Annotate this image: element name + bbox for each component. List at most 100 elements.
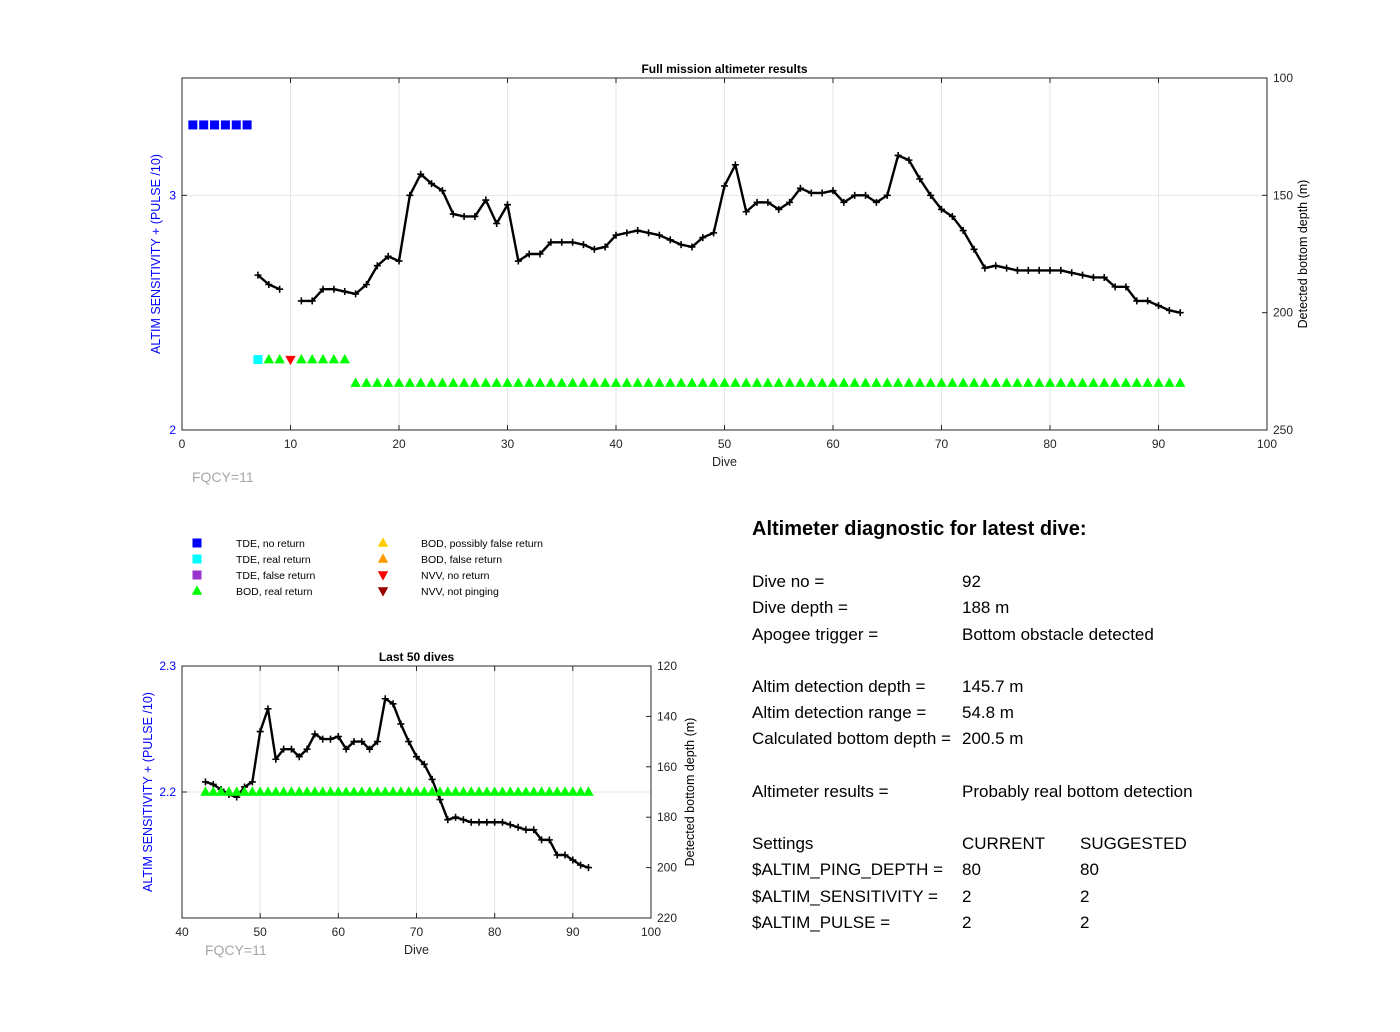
- bod-real-return-marker: [849, 377, 860, 387]
- y-right-tick-label: 120: [657, 659, 677, 673]
- bod-real-return-marker: [301, 786, 313, 796]
- depth-point: [959, 227, 967, 235]
- depth-point: [1165, 306, 1173, 314]
- bod-real-return-marker: [1120, 377, 1132, 387]
- depth-point: [428, 180, 436, 188]
- setting-suggested: 80: [1080, 860, 1099, 880]
- depth-point: [1155, 302, 1162, 310]
- bod-real-return-marker: [437, 377, 448, 387]
- depth-point: [366, 745, 374, 753]
- x-tick-label: 100: [1257, 437, 1277, 451]
- bod-real-return-marker: [730, 377, 741, 387]
- bod-real-return-marker: [263, 354, 275, 364]
- depth-point: [1176, 309, 1184, 317]
- y-right-axis-label: Detected bottom depth (m): [683, 718, 697, 867]
- diag-label: Altim detection depth =: [752, 676, 926, 696]
- bod-real-return-marker: [957, 377, 969, 387]
- depth-point: [449, 210, 457, 218]
- bod-real-return-marker: [632, 377, 643, 387]
- bod-real-return-marker: [1131, 377, 1143, 387]
- bod-real-return-marker: [317, 354, 329, 364]
- depth-point: [276, 285, 284, 293]
- bod-real-return-marker: [914, 377, 926, 387]
- fqcy-annotation: FQCY=11: [205, 942, 267, 958]
- depth-point: [1046, 266, 1054, 274]
- bod-real-return-marker: [458, 377, 470, 387]
- diag-label: Altimeter results =: [752, 781, 889, 801]
- depth-point: [530, 826, 538, 834]
- x-tick-label: 20: [392, 437, 406, 451]
- depth-point: [362, 281, 370, 289]
- depth-point: [1089, 273, 1097, 281]
- bod-real-return-marker: [795, 377, 806, 387]
- bod-real-return-marker: [968, 377, 980, 387]
- depth-point: [256, 728, 264, 736]
- bod-real-return-marker: [740, 377, 752, 387]
- legend-label: NVV, not pinging: [421, 586, 499, 598]
- diagnostic-title: Altimeter diagnostic for latest dive:: [752, 518, 1087, 540]
- depth-point: [397, 720, 405, 728]
- tde-no-return-marker: [199, 120, 209, 130]
- bod-real-return-marker: [1066, 377, 1077, 387]
- depth-point: [514, 823, 522, 831]
- depth-point: [525, 250, 533, 258]
- depth-point: [612, 231, 620, 239]
- bod-real-return-marker: [350, 377, 361, 387]
- tde-no-return-marker: [188, 120, 198, 130]
- x-tick-label: 50: [253, 925, 267, 939]
- depth-point: [483, 818, 491, 826]
- bod-real-return-marker: [559, 786, 571, 796]
- depth-point: [545, 836, 553, 844]
- diag-row-settings-header: Settings CURRENT SUGGESTED: [752, 831, 1372, 857]
- bod-real-return-marker: [1033, 377, 1045, 387]
- bod-real-return-marker: [708, 377, 719, 387]
- legend-label: TDE, false return: [236, 570, 316, 582]
- depth-point: [1133, 297, 1141, 305]
- depth-point: [645, 229, 653, 237]
- depth-point: [561, 851, 569, 859]
- bod-real-return-marker: [382, 377, 394, 387]
- bod-real-return-marker: [578, 377, 589, 387]
- depth-point: [666, 236, 674, 244]
- depth-point: [634, 227, 642, 235]
- x-tick-label: 90: [566, 925, 580, 939]
- depth-point: [428, 775, 436, 783]
- diag-row-setting: $ALTIM_PING_DEPTH = 80 80: [752, 857, 1372, 883]
- diag-label: Calculated bottom depth =: [752, 729, 951, 749]
- bod-real-return-marker: [403, 786, 414, 796]
- depth-point: [577, 861, 585, 869]
- x-tick-label: 40: [175, 925, 189, 939]
- depth-point: [1100, 273, 1108, 281]
- depth-point: [590, 245, 598, 253]
- depth-point: [775, 205, 783, 213]
- bod-real-return-marker: [469, 377, 481, 387]
- depth-point: [319, 735, 327, 743]
- legend-label: BOD, false return: [421, 554, 502, 566]
- depth-point: [553, 851, 561, 859]
- depth-point: [894, 151, 902, 159]
- bod-real-return-marker: [497, 786, 508, 796]
- depth-point: [452, 813, 460, 821]
- depth-point: [569, 856, 577, 864]
- legend-label: TDE, no return: [236, 538, 305, 550]
- bod-real-return-marker: [317, 786, 328, 796]
- bod-real-return-marker: [254, 786, 266, 796]
- setting-suggested: 2: [1080, 912, 1090, 932]
- bod-real-return-marker: [339, 354, 350, 364]
- depth-point: [558, 238, 566, 246]
- bod-real-return-marker: [575, 786, 586, 796]
- diag-value: 188 m: [962, 598, 1010, 618]
- depth-point: [786, 198, 794, 206]
- depth-point: [308, 297, 316, 305]
- bod-real-return-marker: [1164, 377, 1175, 387]
- bod-real-return-marker: [762, 377, 774, 387]
- depth-point: [905, 156, 913, 164]
- bod-real-return-marker: [860, 377, 871, 387]
- bod-real-return-marker: [270, 786, 282, 796]
- bod-real-return-marker: [372, 377, 383, 387]
- depth-point: [504, 201, 511, 209]
- depth-point: [1122, 283, 1130, 291]
- depth-point: [460, 212, 468, 220]
- depth-point: [584, 864, 592, 872]
- y-right-tick-label: 200: [657, 861, 677, 875]
